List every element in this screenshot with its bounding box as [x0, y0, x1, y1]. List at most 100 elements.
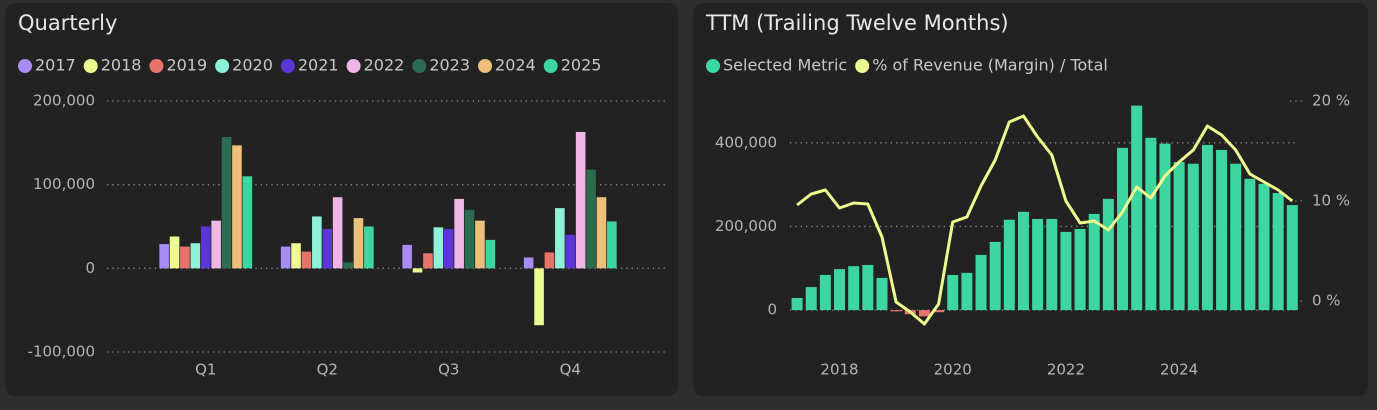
y2-tick-label: 0 % — [1312, 292, 1341, 310]
y2-tick-label: 10 % — [1312, 192, 1350, 210]
legend-label: 2022 — [364, 56, 405, 75]
line — [796, 114, 1294, 326]
bar — [412, 268, 423, 273]
legend-swatch — [83, 59, 98, 73]
bar — [332, 197, 343, 269]
bar — [159, 244, 169, 269]
bar — [1117, 147, 1129, 311]
bar — [190, 243, 201, 269]
bar — [1258, 183, 1270, 311]
bar — [1216, 149, 1228, 311]
y-tick-label: 0 — [85, 259, 95, 277]
bar — [989, 241, 1001, 311]
legend-swatch — [412, 59, 427, 73]
panel — [693, 3, 1368, 396]
y-tick-label: 200,000 — [33, 92, 95, 110]
bar — [169, 236, 180, 269]
bar — [575, 131, 586, 269]
legend-swatch — [706, 59, 720, 73]
bar — [1159, 143, 1171, 311]
bar — [1060, 231, 1072, 311]
x-tick-label: Q1 — [195, 361, 216, 379]
bar — [791, 297, 803, 311]
legend-label: 2017 — [35, 56, 76, 75]
x-tick-label: 2018 — [820, 361, 858, 379]
bar — [1244, 178, 1256, 311]
bar — [918, 310, 930, 317]
bar — [200, 226, 211, 269]
bar — [1173, 162, 1185, 311]
bar — [1272, 193, 1284, 311]
bar — [1032, 218, 1044, 311]
y2-tick-label: 20 % — [1312, 92, 1350, 110]
x-tick-label: Q3 — [438, 361, 459, 379]
legend-swatch — [478, 59, 493, 73]
legend-swatch — [215, 59, 230, 73]
bar — [819, 274, 831, 311]
y-tick-label: 400,000 — [715, 133, 777, 151]
legend-swatch — [149, 59, 164, 73]
bar — [596, 197, 607, 269]
bar — [933, 310, 945, 313]
bar — [565, 234, 576, 269]
bar — [464, 209, 475, 269]
bar — [586, 169, 596, 269]
bar — [443, 229, 454, 269]
bar — [1286, 205, 1298, 311]
bar — [947, 274, 959, 311]
bar — [555, 208, 565, 269]
y-tick-label: 0 — [767, 301, 777, 319]
legend-swatch — [18, 59, 32, 73]
bar — [312, 216, 322, 269]
bar — [280, 246, 291, 269]
bar — [1230, 163, 1242, 311]
y-tick-label: 200,000 — [715, 217, 777, 235]
bar — [301, 251, 312, 269]
legend-swatch — [280, 59, 295, 73]
bar — [291, 243, 301, 269]
legend-label: Selected Metric — [723, 56, 847, 75]
bar — [232, 145, 242, 269]
legend-label: 2019 — [166, 56, 207, 75]
x-tick-label: 2022 — [1047, 361, 1085, 379]
bar — [423, 253, 433, 269]
bar — [876, 277, 888, 311]
legend-label: 2018 — [101, 56, 142, 75]
x-tick-label: 2020 — [934, 361, 972, 379]
bar — [1102, 198, 1114, 311]
bar — [475, 220, 485, 269]
bar — [961, 272, 973, 311]
bar — [834, 269, 846, 311]
bar — [454, 198, 464, 269]
bar — [805, 287, 817, 311]
bar — [485, 239, 496, 269]
legend-label: 2023 — [429, 56, 470, 75]
bar — [364, 226, 374, 269]
bar — [890, 310, 902, 312]
legend-swatch — [855, 59, 870, 73]
legend-swatch — [543, 59, 558, 73]
chart-title: Quarterly — [18, 11, 117, 35]
x-tick-label: Q4 — [560, 361, 581, 379]
bar — [523, 257, 534, 269]
chart-title: TTM (Trailing Twelve Months) — [705, 11, 1009, 35]
x-tick-label: Q2 — [317, 361, 338, 379]
legend-label: 2024 — [495, 56, 536, 75]
bar — [211, 220, 221, 269]
bar — [343, 262, 353, 269]
x-tick-label: 2024 — [1160, 361, 1198, 379]
legend-label: 2021 — [298, 56, 339, 75]
bar — [1201, 144, 1213, 311]
bar — [1074, 228, 1086, 311]
legend-label: 2025 — [561, 56, 602, 75]
legend-swatch — [346, 59, 361, 73]
legend-label: 2020 — [232, 56, 273, 75]
bar — [353, 218, 364, 269]
y-tick-label: -100,000 — [28, 343, 95, 361]
bar — [975, 254, 987, 311]
bar — [402, 244, 412, 269]
bar — [221, 136, 232, 269]
bar — [1017, 211, 1029, 311]
bar — [1003, 219, 1015, 311]
